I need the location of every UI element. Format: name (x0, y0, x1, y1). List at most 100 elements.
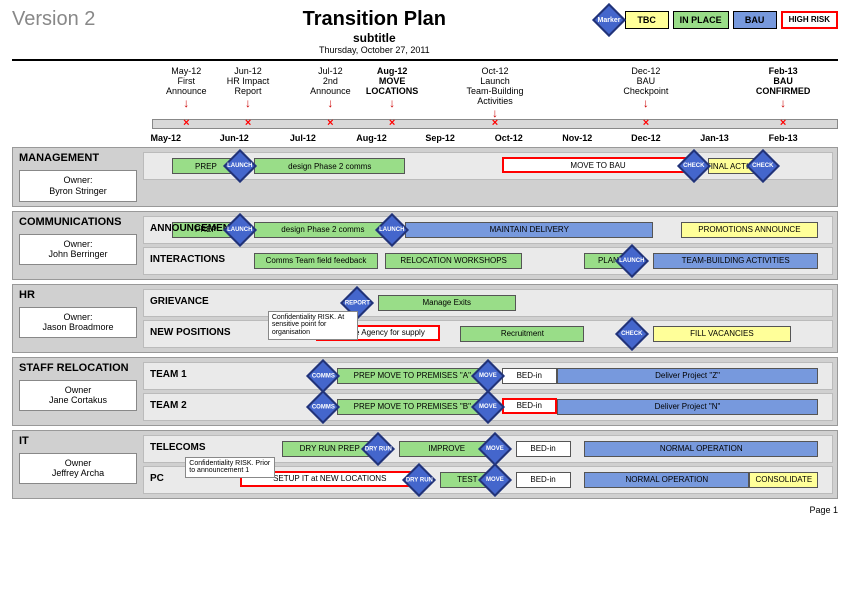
legend-risk: HIGH RISK (781, 11, 838, 29)
diamond-marker: MOVE (483, 437, 507, 461)
month-label: Nov-12 (562, 133, 592, 143)
gantt-bar: Comms Team field feedback (254, 253, 378, 269)
milestone: Jul-122ndAnnounce↓ (310, 67, 351, 110)
milestone-x-icon: × (183, 117, 189, 129)
diamond-marker: MOVE (476, 364, 500, 388)
swimlane-row: TEAM 1 PREP MOVE TO PREMISES "A" BED-inDel… (143, 362, 833, 390)
owner-box: Owner:Byron Stringer (19, 170, 137, 202)
month-label: Feb-13 (769, 133, 798, 143)
section-name: MANAGEMENT (19, 152, 137, 164)
legend-marker-icon: Marker (592, 3, 626, 37)
legend: Marker TBC IN PLACE BAU HIGH RISK (597, 8, 838, 32)
diamond-marker: CHECK (751, 154, 775, 178)
gantt-bar: TEAM-BUILDING ACTIVITIES (653, 253, 818, 269)
gantt-bar: FILL VACANCIES (653, 326, 791, 342)
gantt-bar: BED-in (516, 472, 571, 488)
milestone-x-icon: × (780, 117, 786, 129)
header: Version 2 Transition Plan subtitle Thurs… (12, 8, 838, 61)
diamond-marker: COMMS (311, 364, 335, 388)
page-date: Thursday, October 27, 2011 (152, 45, 597, 55)
milestone-x-icon: × (389, 117, 395, 129)
gantt-bar: BED-in (502, 368, 557, 384)
version-label: Version 2 (12, 8, 152, 31)
gantt-bar: NORMAL OPERATION (584, 441, 818, 457)
legend-bau: BAU (733, 11, 777, 29)
gantt-bar: Deliver Project "Z" (557, 368, 818, 384)
diamond-marker: DRY RUN (366, 437, 390, 461)
section: HR Owner:Jason Broadmore GRIEVANCE Manage … (12, 284, 838, 353)
page-subtitle: subtitle (152, 31, 597, 45)
gantt-bar: PROMOTIONS ANNOUNCE (681, 222, 819, 238)
gantt-bar: MOVE TO BAU (502, 157, 695, 173)
month-label: Jan-13 (700, 133, 729, 143)
milestone-x-icon: × (327, 117, 333, 129)
gantt-bar: NORMAL OPERATION (584, 472, 749, 488)
section-name: STAFF RELOCATION (19, 362, 137, 374)
diamond-marker: CHECK (682, 154, 706, 178)
month-label: Jul-12 (290, 133, 316, 143)
diamond-marker: LAUNCH (620, 249, 644, 273)
milestone: Dec-12BAUCheckpoint↓ (623, 67, 668, 110)
diamond-marker: CHECK (620, 322, 644, 346)
gantt-bar: design Phase 2 comms (254, 158, 405, 174)
row-label: NEW POSITIONS (150, 327, 231, 338)
diamond-marker: LAUNCH (380, 218, 404, 242)
owner-box: Owner:John Berringer (19, 234, 137, 266)
timeline: May-12 Jun-12 Jul-12 Aug-12 Sep-12 Oct-12 Nov-… (152, 67, 838, 147)
section: COMMUNICATIONS Owner:John BerringerANNOU… (12, 211, 838, 280)
diamond-marker: LAUNCH (228, 218, 252, 242)
gantt-bar: BED-in (516, 441, 571, 457)
month-label: Jun-12 (220, 133, 249, 143)
swimlane-row: ANNOUNCEMENTSPREPdesign Phase 2 commsMAI… (143, 216, 833, 244)
row-label: TELECOMS (150, 442, 206, 453)
gantt-bar: PREP MOVE TO PREMISES "B" (337, 399, 488, 415)
page-title: Transition Plan (152, 8, 597, 31)
row-label: PC (150, 473, 164, 484)
swimlane-row: INTERACTIONSComms Team field feedbackREL… (143, 247, 833, 275)
section: IT OwnerJeffrey ArchaTELECOMSDRY RUN PRE… (12, 430, 838, 499)
owner-box: OwnerJane Cortakus (19, 380, 137, 412)
milestone: Feb-13BAUCONFIRMED↓ (756, 67, 811, 110)
owner-box: OwnerJeffrey Archa (19, 453, 137, 485)
swimlane-row: TEAM 2PREP MOVE TO PREMISES "B"BED-inDel… (143, 393, 833, 421)
diamond-marker: COMMS (311, 395, 335, 419)
month-label: May-12 (150, 133, 181, 143)
title-block: Transition Plan subtitle Thursday, Octob… (152, 8, 597, 55)
diamond-marker: MOVE (483, 468, 507, 492)
milestone: Oct-12LaunchTeam-BuildingActivities↓ (466, 67, 523, 120)
month-label: Sep-12 (425, 133, 455, 143)
row-label: TEAM 2 (150, 400, 187, 411)
milestone: Aug-12MOVELOCATIONS↓ (366, 67, 418, 110)
gantt-bar: CONSOLIDATE (749, 472, 818, 488)
month-label: Oct-12 (495, 133, 523, 143)
section-name: IT (19, 435, 137, 447)
row-label: INTERACTIONS (150, 254, 225, 265)
callout-note: Confidentiality RISK. At sensitive point… (268, 311, 358, 340)
row-label: TEAM 1 (150, 369, 187, 380)
diamond-marker: DRY RUN (407, 468, 431, 492)
milestone: Jun-12HR ImpactReport↓ (227, 67, 270, 110)
row-label: GRIEVANCE (150, 296, 209, 307)
gantt-bar: Deliver Project "N" (557, 399, 818, 415)
owner-box: Owner:Jason Broadmore (19, 307, 137, 339)
page-footer: Page 1 (12, 503, 838, 515)
month-label: Dec-12 (631, 133, 661, 143)
month-label: Aug-12 (356, 133, 387, 143)
gantt-bar: Manage Exits (378, 295, 516, 311)
swimlane-row: NEW POSITIONSPrepare Agency for supplyRe… (143, 320, 833, 348)
milestone-x-icon: × (245, 117, 251, 129)
gantt-bar: Recruitment (460, 326, 584, 342)
section-name: COMMUNICATIONS (19, 216, 137, 228)
swimlane-row: PCSETUP IT at NEW LOCATIONSTESTBED-inNOR… (143, 466, 833, 494)
callout-note: Confidentiality RISK. Prior to announcem… (185, 457, 275, 478)
gantt-bar: design Phase 2 comms (254, 222, 392, 238)
diamond-marker: LAUNCH (228, 154, 252, 178)
milestone-x-icon: × (492, 117, 498, 129)
section: STAFF RELOCATION OwnerJane CortakusTEAM … (12, 357, 838, 426)
legend-tbc: TBC (625, 11, 669, 29)
swimlane-row: GRIEVANCEManage ExitsREPORT (143, 289, 833, 317)
section-name: HR (19, 289, 137, 301)
section: MANAGEMENT Owner:Byron StringerPREPdesig… (12, 147, 838, 207)
gantt-bar: MAINTAIN DELIVERY (405, 222, 653, 238)
gantt-bar: PREP MOVE TO PREMISES "A" (337, 368, 488, 384)
